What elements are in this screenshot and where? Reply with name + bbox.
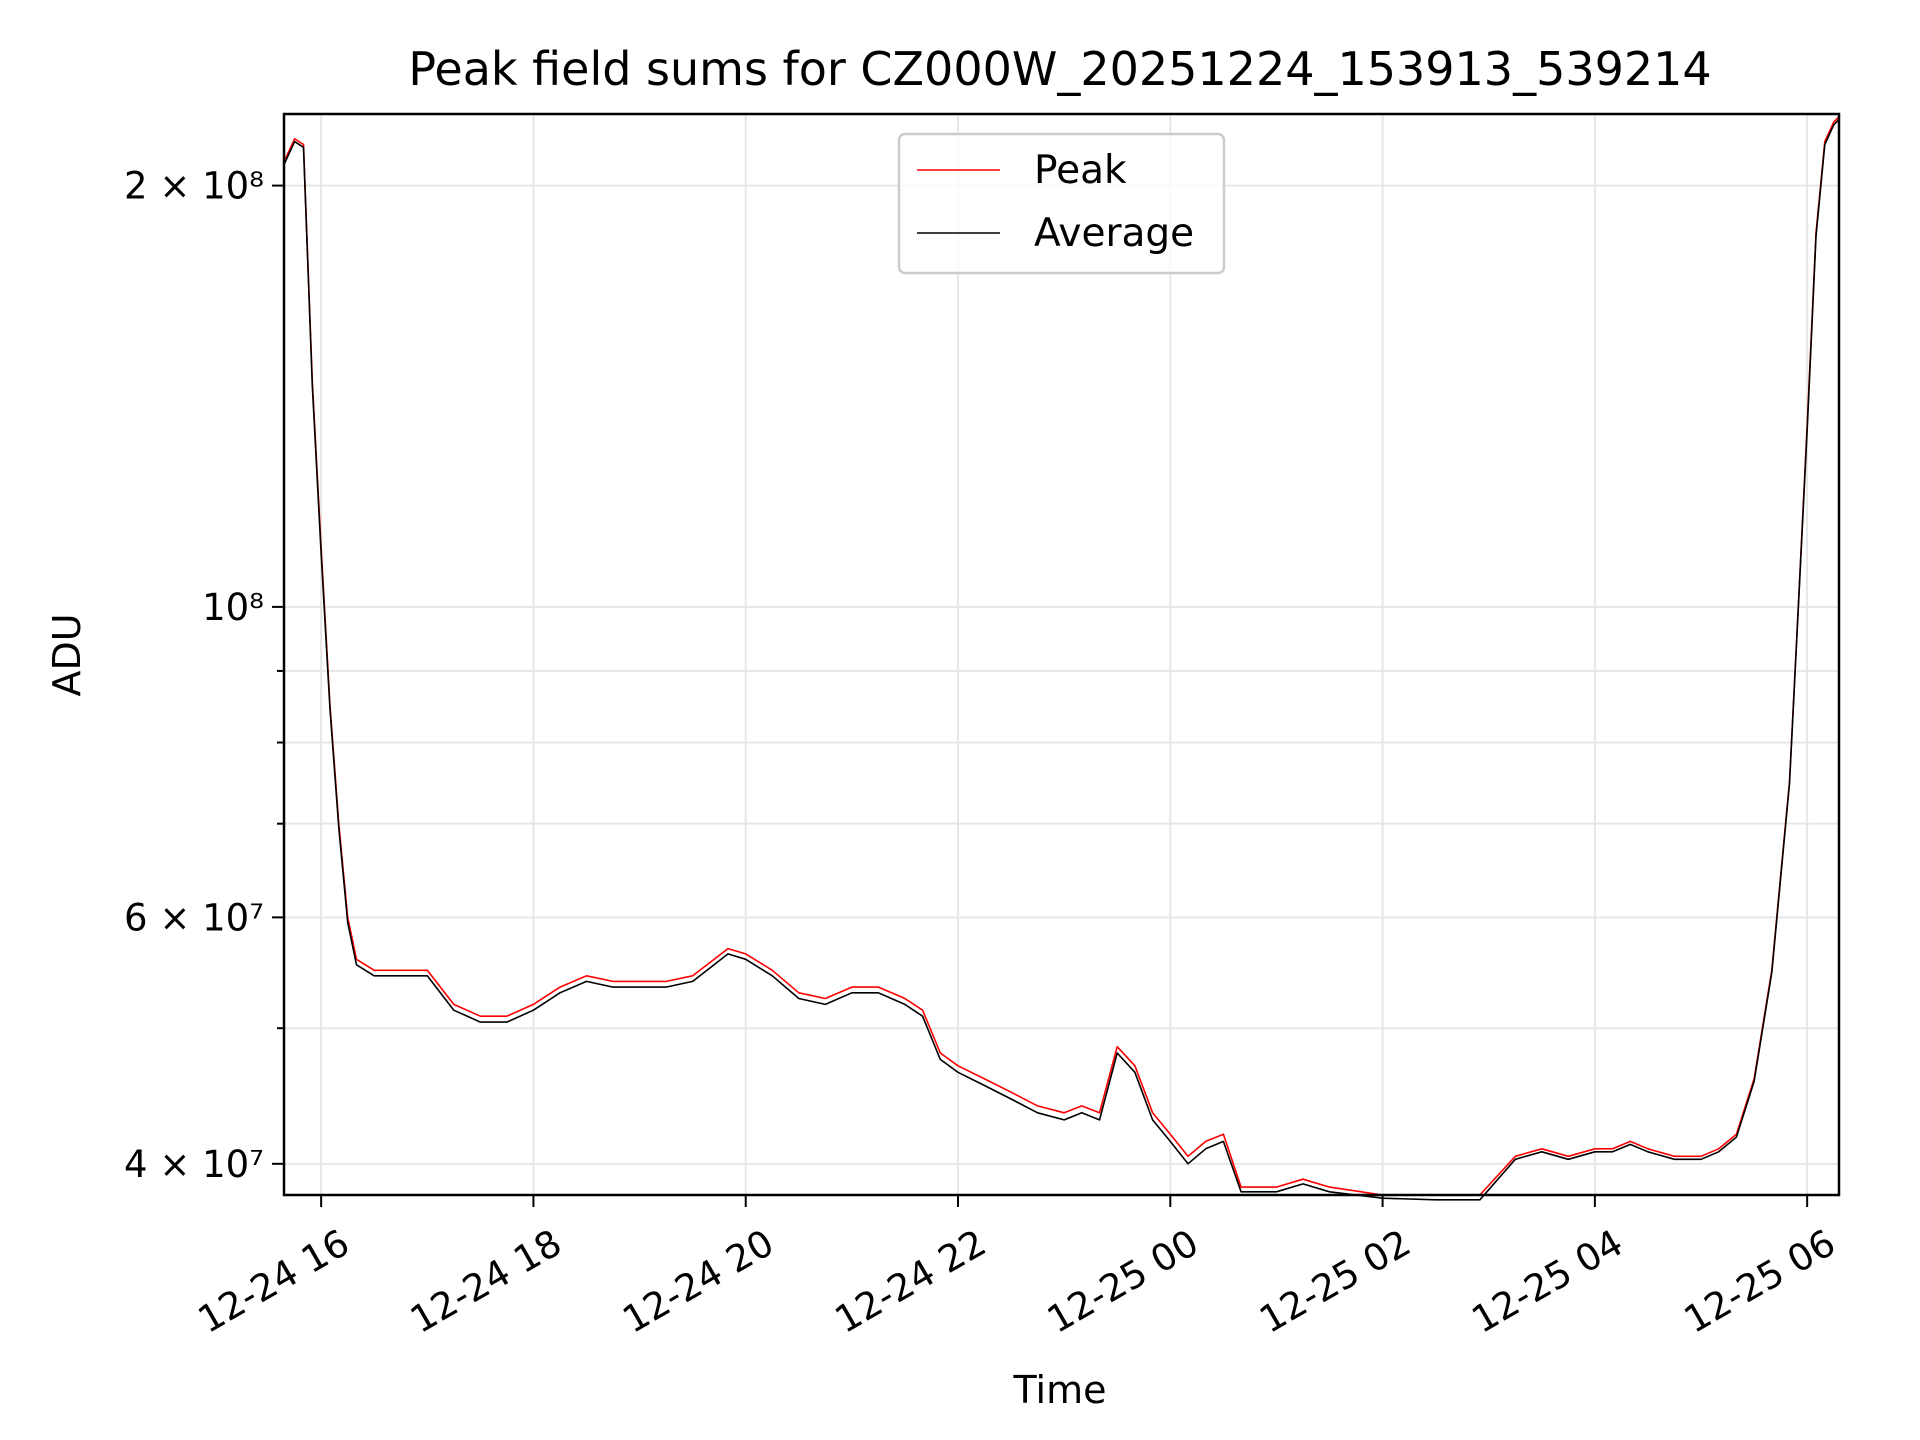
x-axis-label: Time [1013,1368,1107,1412]
legend-peak-label: Peak [1034,148,1127,193]
legend-box [897,132,1226,275]
series-line-peak [283,116,1840,1196]
y-tick-label: 6 × 10⁷ [124,896,264,939]
legend: Peak Average [897,132,1226,275]
y-axis-label: ADU [45,613,89,696]
y-axis-ticks: 4 × 10⁷ 6 × 10⁷ 10⁸ 2 × 10⁸ [124,165,284,1186]
y-tick-label: 10⁸ [202,586,264,629]
series-line-average [283,118,1840,1201]
grid-lines [284,114,1839,1195]
legend-average-label: Average [1034,211,1194,256]
chart-title: Peak field sums for CZ000W_20251224_1539… [408,42,1711,96]
y-tick-label: 2 × 10⁸ [124,165,264,208]
axes-frame [282,112,1841,1197]
plot-series [283,116,1840,1201]
y-tick-label: 4 × 10⁷ [124,1143,264,1186]
